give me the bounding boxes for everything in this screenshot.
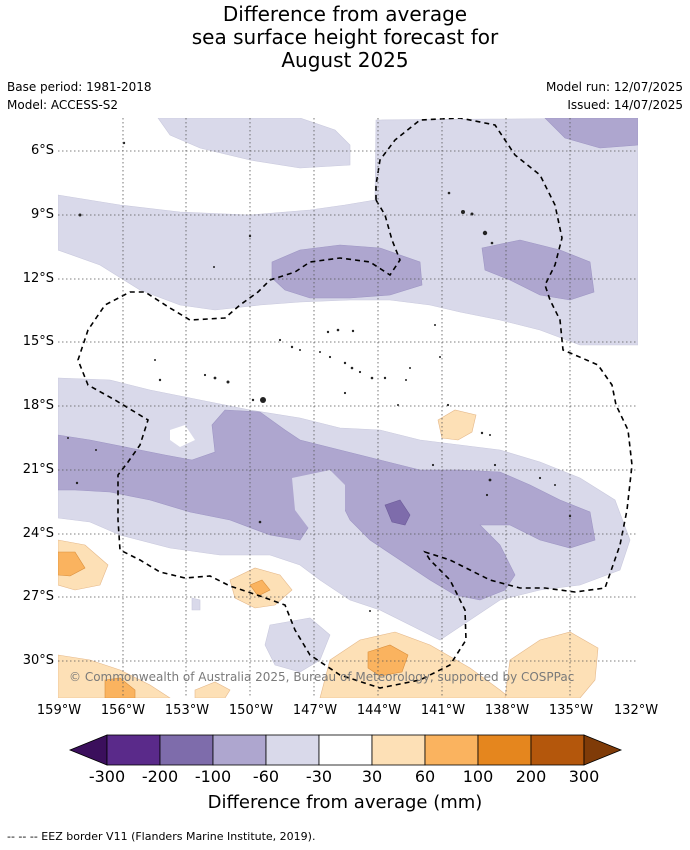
colorbar-segment (159, 734, 214, 766)
eez-footnote: -- -- -- EEZ border V11 (Flanders Marine… (7, 830, 316, 843)
colorbar-extend-high (583, 734, 623, 766)
lon-label: 150°W (228, 703, 274, 718)
lat-label: 30°S (22, 653, 54, 668)
lon-label: 159°W (36, 703, 82, 718)
copyright-watermark: © Commonwealth of Australia 2025, Bureau… (69, 670, 574, 684)
colorbar-segment (530, 734, 585, 766)
anomaly-band-minus100-minus60 (58, 118, 638, 601)
anomaly-pocket-light (292, 470, 345, 535)
colorbar-segment (477, 734, 532, 766)
lat-label: 9°S (30, 207, 54, 222)
colorbar-segment (424, 734, 479, 766)
colorbar-tick-label: -30 (305, 767, 333, 786)
anomaly-band-60-100 (58, 551, 409, 698)
colorbar-tick-label: -200 (141, 767, 179, 786)
anomaly-band-minus200-minus100 (384, 499, 411, 526)
lon-label: 132°W (613, 703, 659, 718)
lat-label: 15°S (22, 334, 54, 349)
lat-label: 24°S (22, 526, 54, 541)
colorbar-segment (371, 734, 426, 766)
colorbar-tick-label: 300 (568, 767, 600, 786)
lat-label: 21°S (22, 462, 54, 477)
lon-label: 156°W (100, 703, 146, 718)
lon-label: 147°W (292, 703, 338, 718)
lon-label: 135°W (548, 703, 594, 718)
colorbar-tick-label: 200 (515, 767, 547, 786)
model-name: Model: ACCESS-S2 (7, 98, 119, 112)
lon-label: 153°W (164, 703, 210, 718)
colorbar-tick-label: 60 (414, 767, 436, 786)
model-run: Model run: 12/07/2025 (545, 80, 683, 94)
lat-label: 18°S (22, 398, 54, 413)
islands (67, 141, 572, 612)
colorbar-segment (265, 734, 320, 766)
colorbar-tick-label: 100 (462, 767, 494, 786)
meta-left: Base period: 1981-2018 Model: ACCESS-S2 (7, 78, 152, 114)
colorbar-tick-label: 30 (361, 767, 383, 786)
anomaly-pocket-white (170, 425, 195, 447)
lon-label: 141°W (420, 703, 466, 718)
anomaly-band-30-60 (58, 409, 599, 698)
lat-label: 27°S (22, 589, 54, 604)
colorbar-tick-label: -60 (252, 767, 280, 786)
colorbar (68, 734, 623, 766)
map-title: Difference from average sea surface heig… (0, 3, 690, 72)
title-line-3: August 2025 (281, 48, 409, 72)
title-line-2: sea surface height forecast for (191, 25, 499, 49)
base-period: Base period: 1981-2018 (7, 80, 152, 94)
lon-label: 144°W (356, 703, 402, 718)
eez-borders (77, 118, 633, 689)
meta-right: Model run: 12/07/2025 Issued: 14/07/2025 (546, 78, 683, 114)
colorbar-extend-low (68, 734, 108, 766)
colorbar-tick-label: -300 (88, 767, 126, 786)
lon-label: 138°W (484, 703, 530, 718)
colorbar-tick-label: -100 (194, 767, 232, 786)
issued-date: Issued: 14/07/2025 (567, 98, 683, 112)
lat-label: 12°S (22, 271, 54, 286)
colorbar-title: Difference from average (mm) (207, 792, 483, 813)
colorbar-segment (106, 734, 161, 766)
colorbar-segment (212, 734, 267, 766)
gridlines (58, 118, 638, 698)
title-line-1: Difference from average (222, 2, 468, 26)
colorbar-segment (318, 734, 373, 766)
lat-label: 6°S (30, 143, 54, 158)
